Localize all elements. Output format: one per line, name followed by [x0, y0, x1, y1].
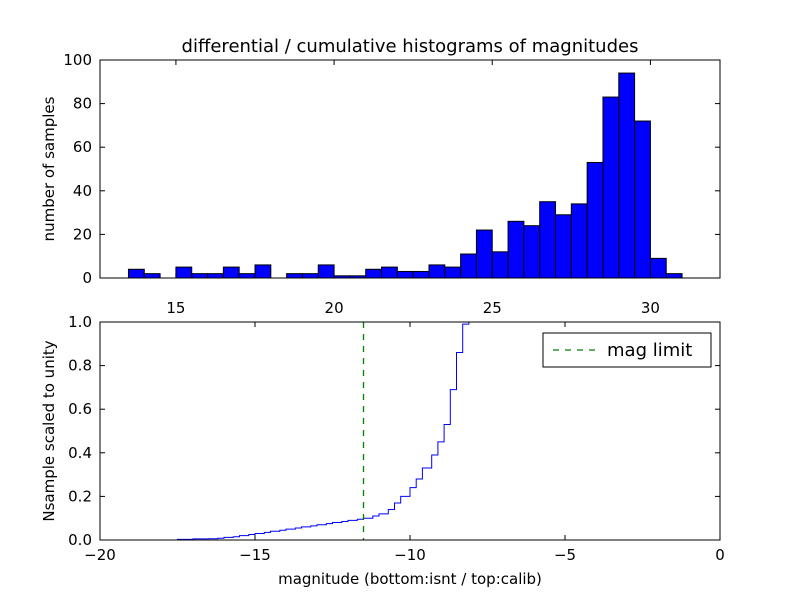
cumulative-step-line: [146, 321, 488, 541]
histogram-bar: [175, 266, 193, 279]
histogram-bar: [381, 266, 398, 279]
top-x-tick-label: 30: [641, 299, 660, 317]
histogram-bar: [428, 264, 446, 279]
top-x-tick-label: 20: [325, 299, 344, 317]
bottom-x-axis-label: magnitude (bottom:isnt / top:calib): [278, 570, 542, 588]
top-y-tick-label: 0: [82, 269, 92, 287]
histogram-bar: [317, 264, 335, 279]
histogram-bar: [301, 273, 319, 279]
top-ticks: 15 20 25 30 0 20 40 60 80 100: [63, 51, 720, 317]
top-y-tick-label: 100: [63, 51, 92, 69]
top-y-tick-label: 20: [73, 225, 92, 243]
top-axes-frame: [99, 59, 721, 279]
histogram-bar: [412, 270, 430, 279]
histogram-bar: [649, 257, 667, 279]
histogram-bar: [460, 253, 477, 279]
histogram-panel: differential / cumulative histograms of …: [40, 36, 721, 317]
cumulative-lines: [146, 321, 488, 541]
top-x-tick-label: 25: [483, 299, 502, 317]
histogram-bar: [444, 266, 462, 279]
legend-label-mag-limit: mag limit: [607, 340, 692, 361]
histogram-bar: [570, 203, 588, 279]
bottom-x-tick-label: −20: [84, 546, 116, 564]
histogram-bar: [555, 214, 572, 279]
bottom-x-tick-label: −15: [239, 546, 271, 564]
histogram-bar: [222, 266, 240, 279]
legend: mag limit: [542, 332, 712, 368]
histogram-bar: [618, 72, 636, 279]
histogram-bar: [634, 120, 651, 279]
histogram-bar: [602, 96, 620, 279]
histogram-bar: [491, 251, 509, 279]
histogram-bar: [254, 264, 272, 279]
histogram-bar: [475, 229, 493, 279]
top-y-tick-label: 40: [73, 182, 92, 200]
bottom-ticks: −20 −15 −10 −5 0 0.0 0.2 0.4 0.6 0.8 1.0: [68, 313, 725, 564]
top-y-axis-label: number of samples: [40, 96, 58, 241]
bottom-y-tick-label: 0.6: [68, 400, 92, 418]
top-x-tick-label: 15: [166, 299, 185, 317]
histogram-bar: [539, 201, 557, 279]
bottom-y-tick-label: 0.0: [68, 531, 92, 549]
chart-title: differential / cumulative histograms of …: [182, 36, 639, 57]
histogram-bar: [665, 273, 683, 279]
bottom-y-tick-label: 0.8: [68, 357, 92, 375]
bottom-y-tick-label: 0.4: [68, 444, 92, 462]
histogram-bar: [207, 273, 224, 279]
histogram-bar: [238, 273, 256, 279]
histogram-bar: [286, 273, 303, 279]
histogram-bar: [396, 270, 414, 279]
histogram-bar: [365, 268, 383, 279]
bottom-x-tick-label: −10: [394, 546, 426, 564]
histogram-bar: [191, 273, 209, 279]
bottom-x-tick-label: −5: [554, 546, 576, 564]
histogram-bar: [507, 220, 525, 279]
bottom-y-tick-label: 1.0: [68, 313, 92, 331]
bottom-y-tick-label: 0.2: [68, 487, 92, 505]
histogram-bar: [143, 273, 161, 279]
histogram-bar: [127, 268, 145, 279]
bottom-x-tick-label: 0: [715, 546, 725, 564]
bottom-y-axis-label: Nsample scaled to unity: [40, 340, 58, 521]
cumulative-panel: −20 −15 −10 −5 0 0.0 0.2 0.4 0.6 0.8 1.0 Nsample s…: [40, 313, 725, 588]
histogram-bars: [127, 72, 683, 279]
top-y-tick-label: 60: [73, 138, 92, 156]
histogram-bar: [523, 225, 541, 279]
histogram-bar: [586, 161, 604, 279]
top-y-tick-label: 80: [73, 95, 92, 113]
